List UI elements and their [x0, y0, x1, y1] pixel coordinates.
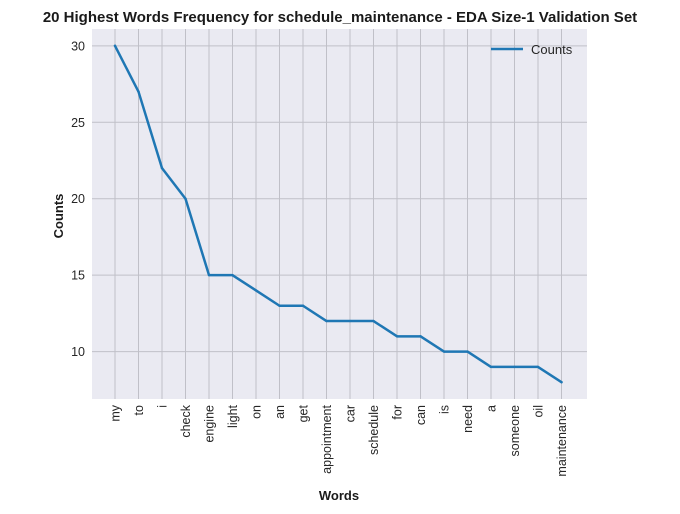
x-tick-label: schedule — [367, 405, 381, 455]
y-tick-label: 15 — [71, 269, 85, 283]
x-tick-label: appointment — [320, 404, 334, 473]
plot-area — [92, 29, 587, 399]
data-point — [560, 380, 563, 384]
data-point — [348, 319, 352, 323]
legend: Counts — [491, 42, 573, 57]
x-tick-label: can — [414, 405, 428, 425]
x-axis-ticks: my to i check engine light on an get appointment c… — [109, 404, 570, 476]
x-tick-label: car — [344, 405, 358, 422]
x-tick-label: need — [461, 405, 475, 433]
data-point — [442, 350, 446, 353]
x-tick-label: a — [485, 405, 499, 412]
chart-title: 20 Highest Words Frequency for schedule_… — [43, 9, 637, 26]
x-tick-label: i — [156, 405, 170, 408]
y-axis-ticks: 10 15 20 25 30 — [71, 39, 85, 359]
data-point — [207, 273, 211, 277]
series-layer — [113, 44, 563, 384]
x-tick-label: someone — [508, 405, 522, 456]
data-point — [372, 319, 375, 323]
data-point — [184, 197, 187, 200]
data-point — [536, 365, 540, 369]
data-point — [301, 304, 305, 307]
x-tick-label: engine — [203, 405, 217, 443]
y-tick-label: 20 — [71, 192, 85, 206]
data-point — [254, 289, 258, 292]
x-tick-label: an — [273, 405, 287, 419]
data-point — [395, 335, 399, 338]
data-point — [137, 90, 140, 93]
legend-label-counts: Counts — [531, 42, 573, 57]
x-tick-label: for — [391, 405, 405, 420]
x-tick-label: is — [438, 405, 452, 414]
x-tick-label: check — [179, 404, 193, 437]
data-point — [419, 335, 422, 338]
y-tick-label: 10 — [71, 345, 85, 359]
x-tick-label: my — [109, 404, 123, 421]
x-tick-label: on — [250, 405, 264, 419]
grid-lines — [92, 29, 587, 399]
series-line — [113, 44, 563, 384]
x-tick-label: get — [297, 404, 311, 422]
data-point — [231, 273, 234, 277]
data-point — [278, 304, 281, 307]
data-point — [160, 166, 164, 170]
data-point — [113, 44, 117, 48]
x-axis-label: Words — [319, 488, 359, 503]
x-tick-label: oil — [532, 405, 546, 418]
x-tick-label: to — [132, 405, 146, 415]
data-point — [513, 365, 516, 369]
y-tick-label: 25 — [71, 116, 85, 130]
y-tick-label: 30 — [71, 39, 85, 53]
data-point — [489, 365, 493, 369]
data-point — [466, 350, 469, 353]
data-point — [325, 319, 328, 323]
x-tick-label: maintenance — [555, 405, 569, 477]
y-axis-label: Counts — [51, 194, 66, 239]
x-tick-label: light — [226, 404, 240, 427]
